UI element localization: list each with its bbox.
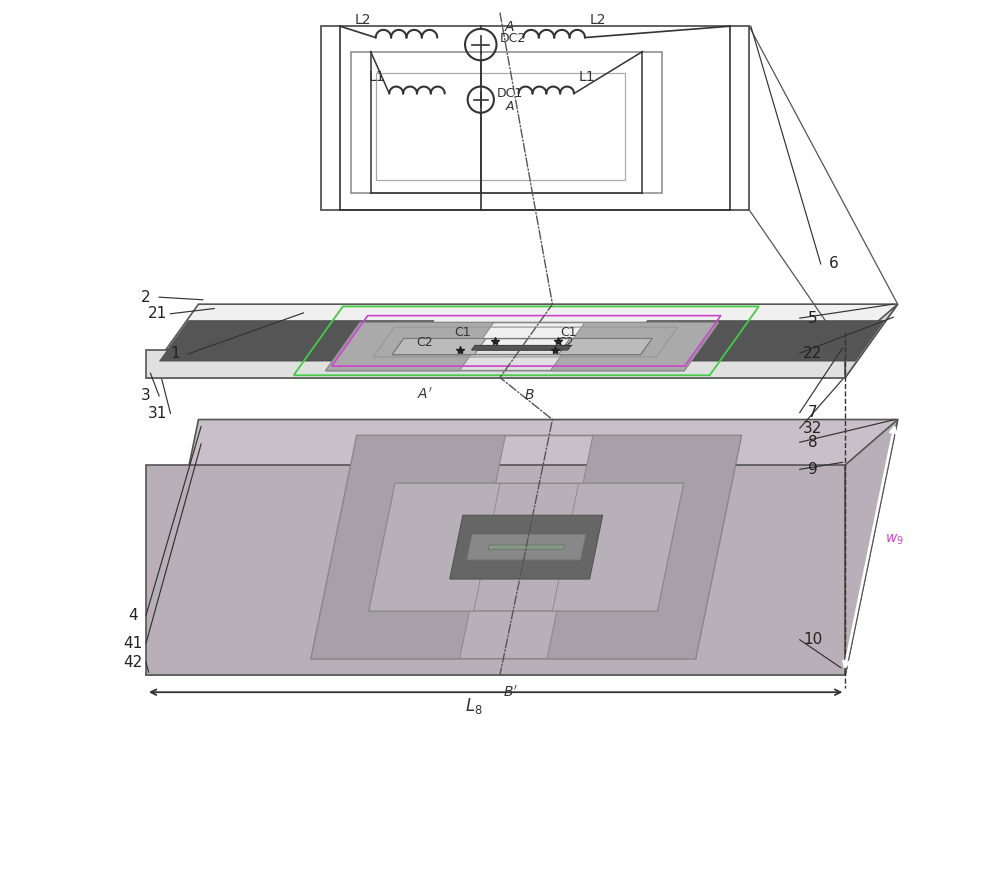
Bar [351, 52, 662, 193]
Polygon shape [618, 321, 884, 361]
Text: 42: 42 [123, 655, 143, 670]
Text: 5: 5 [808, 310, 818, 326]
Polygon shape [488, 545, 564, 549]
Text: $\mathit{A}$: $\mathit{A}$ [504, 20, 516, 34]
Text: $\mathit{A}'$: $\mathit{A}'$ [417, 387, 433, 402]
Polygon shape [467, 534, 586, 560]
Text: 22: 22 [803, 345, 823, 361]
Text: C1: C1 [560, 327, 577, 339]
Text: 21: 21 [148, 306, 167, 322]
Polygon shape [845, 304, 898, 378]
Bar [321, 26, 749, 210]
Text: L1: L1 [368, 70, 385, 85]
Text: DC1: DC1 [497, 87, 523, 100]
Text: 10: 10 [803, 632, 823, 648]
Text: L2: L2 [589, 13, 606, 27]
Polygon shape [558, 338, 652, 355]
Text: L1: L1 [578, 70, 595, 85]
Text: L2: L2 [355, 13, 371, 27]
Polygon shape [326, 323, 494, 371]
Text: $w_9$: $w_9$ [885, 533, 904, 547]
Text: C2: C2 [416, 336, 433, 350]
Text: C2: C2 [558, 336, 574, 350]
Text: 8: 8 [808, 434, 818, 450]
Polygon shape [472, 345, 571, 350]
Text: 2: 2 [141, 289, 151, 305]
Text: 3: 3 [141, 388, 151, 404]
Bar [376, 73, 625, 180]
Text: $\mathit{B}'$: $\mathit{B}'$ [503, 684, 518, 699]
Text: DC2: DC2 [500, 32, 526, 45]
Polygon shape [392, 338, 486, 355]
Text: 4: 4 [128, 607, 138, 623]
Text: 32: 32 [803, 420, 823, 436]
Text: 31: 31 [148, 406, 167, 421]
Text: $\mathit{B}$: $\mathit{B}$ [524, 388, 535, 402]
Polygon shape [146, 350, 845, 378]
Text: 7: 7 [808, 405, 818, 420]
Text: $\mathit{A}$: $\mathit{A}$ [505, 101, 516, 113]
Polygon shape [450, 516, 603, 579]
Polygon shape [146, 304, 898, 378]
Text: $L_8$: $L_8$ [465, 697, 483, 717]
Polygon shape [552, 483, 684, 611]
Polygon shape [547, 435, 741, 659]
Text: C1: C1 [455, 327, 471, 339]
Text: 1: 1 [170, 346, 180, 362]
Polygon shape [146, 420, 898, 675]
Text: 41: 41 [123, 635, 143, 651]
Polygon shape [369, 483, 500, 611]
Polygon shape [845, 420, 898, 675]
Polygon shape [550, 323, 718, 371]
Polygon shape [146, 465, 845, 675]
Text: 6: 6 [829, 256, 839, 272]
Polygon shape [311, 435, 505, 659]
Polygon shape [160, 321, 434, 361]
Text: 9: 9 [808, 461, 818, 477]
